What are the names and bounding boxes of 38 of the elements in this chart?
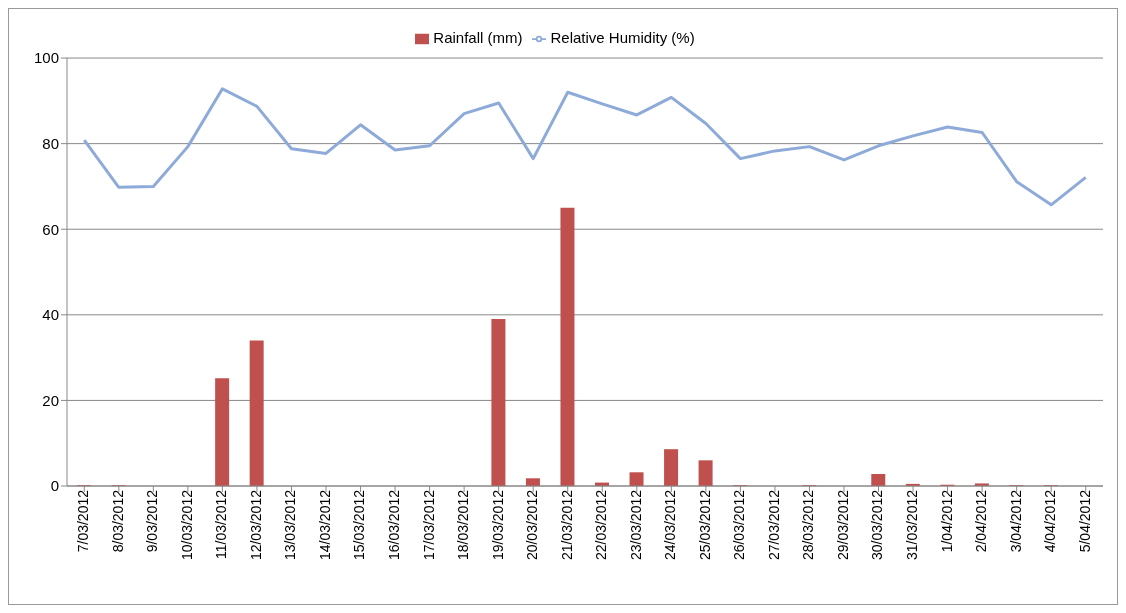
x-tick-label: 14/03/2012	[316, 489, 333, 561]
y-tick-label: 80	[42, 134, 59, 152]
x-tick-label: 28/03/2012	[800, 489, 817, 561]
x-tick-label: 17/03/2012	[420, 489, 437, 561]
x-tick-label: 1/04/2012	[938, 489, 955, 553]
legend-label: Relative Humidity (%)	[550, 29, 695, 46]
y-tick-label: 20	[42, 391, 59, 409]
y-tick-label: 40	[42, 306, 59, 324]
y-tick-label: 60	[42, 220, 59, 238]
y-tick-label: 0	[50, 477, 59, 495]
x-tick-label: 24/03/2012	[662, 489, 679, 561]
x-tick-label: 29/03/2012	[834, 489, 851, 561]
x-tick-label: 3/04/2012	[1007, 489, 1024, 553]
x-tick-label: 2/04/2012	[973, 489, 990, 553]
legend-label: Rainfall (mm)	[433, 29, 523, 46]
x-tick-label: 26/03/2012	[731, 489, 748, 561]
x-tick-label: 18/03/2012	[455, 489, 472, 561]
x-tick-label: 21/03/2012	[558, 489, 575, 561]
x-tick-label: 10/03/2012	[178, 489, 195, 561]
x-tick-label: 9/03/2012	[144, 489, 161, 553]
x-tick-label: 23/03/2012	[627, 489, 644, 561]
x-tick-label: 30/03/2012	[869, 489, 886, 561]
x-tick-label: 7/03/2012	[75, 489, 92, 553]
x-tick-label: 19/03/2012	[489, 489, 506, 561]
x-tick-label: 12/03/2012	[247, 489, 264, 561]
x-tick-label: 27/03/2012	[765, 489, 782, 561]
x-tick-label: 13/03/2012	[282, 489, 299, 561]
x-tick-label: 5/04/2012	[1076, 489, 1093, 553]
x-tick-label: 15/03/2012	[351, 489, 368, 561]
x-tick-label: 16/03/2012	[386, 489, 403, 561]
x-tick-label: 20/03/2012	[524, 489, 541, 561]
x-tick-label: 25/03/2012	[696, 489, 713, 561]
x-tick-label: 31/03/2012	[904, 489, 921, 561]
y-tick-label: 100	[33, 49, 59, 67]
x-tick-label: 11/03/2012	[213, 489, 230, 560]
x-tick-label: 22/03/2012	[593, 489, 610, 561]
x-tick-label: 4/04/2012	[1042, 489, 1059, 553]
x-tick-label: 8/03/2012	[109, 489, 126, 553]
